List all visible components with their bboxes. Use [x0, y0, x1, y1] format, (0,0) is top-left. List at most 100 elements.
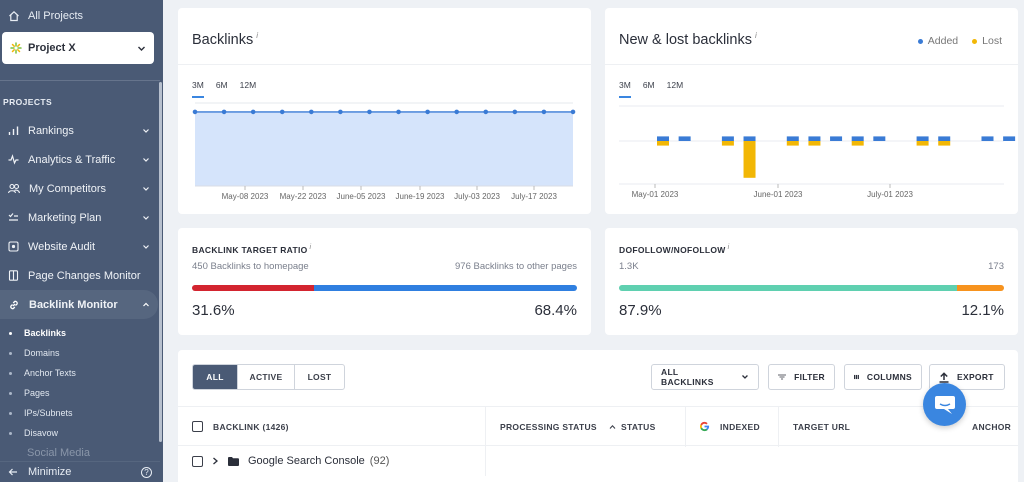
- info-icon[interactable]: i: [309, 243, 312, 251]
- added-bar: [808, 136, 821, 141]
- chevron-up-icon: [143, 302, 149, 306]
- expand-chevron-icon[interactable]: [212, 457, 219, 465]
- sidebar-sub-label: Pages: [24, 388, 50, 398]
- dofollow-card: DOFOLLOW/NOFOLLOW i 1.3K 173 87.9% 12.1%: [605, 228, 1018, 335]
- column-separator: [485, 407, 486, 447]
- header-indexed[interactable]: INDEXED: [699, 407, 760, 446]
- range-tab-3m[interactable]: 3M: [619, 80, 631, 98]
- filter-tab-active[interactable]: ACTIVE: [237, 365, 294, 389]
- sidebar-item-rankings[interactable]: Rankings: [0, 116, 158, 145]
- data-point: [192, 109, 198, 115]
- filter-button[interactable]: FILTER: [768, 364, 835, 390]
- all-projects-link[interactable]: All Projects: [8, 10, 83, 22]
- new-lost-bar-chart: May-01 2023 June-01 2023 July-01 2023: [619, 105, 1016, 199]
- x-tick-label: May-01 2023: [632, 190, 679, 199]
- area-fill: [195, 111, 573, 186]
- chart-legend: Added Lost: [917, 35, 1002, 47]
- filter-tab-lost[interactable]: LOST: [294, 365, 344, 389]
- link-icon: [10, 300, 18, 309]
- sidebar-item-marketing-plan[interactable]: Marketing Plan: [0, 203, 158, 232]
- x-tick-label: June-19 2023: [396, 192, 445, 201]
- chevron-down-icon: [143, 215, 149, 220]
- dofollow-ratio-bar: [619, 285, 1004, 291]
- sidebar-scrollbar[interactable]: [159, 82, 162, 442]
- column-separator: [685, 407, 686, 447]
- sidebar-sub-disavow[interactable]: Disavow: [0, 423, 158, 443]
- homepage-percent: 31.6%: [192, 302, 235, 319]
- help-icon[interactable]: ?: [141, 466, 152, 478]
- added-bar: [657, 136, 669, 141]
- sidebar-item-label: My Competitors: [29, 182, 107, 195]
- added-bar: [786, 136, 799, 141]
- dofollow-count: 1.3K: [619, 261, 639, 272]
- project-selector[interactable]: Project X: [2, 32, 154, 64]
- header-processing-status[interactable]: PROCESSING STATUS: [500, 407, 616, 446]
- range-tab-3m[interactable]: 3M: [192, 80, 204, 98]
- data-point: [570, 109, 576, 115]
- columns-button[interactable]: COLUMNS: [844, 364, 922, 390]
- range-tab-12m[interactable]: 12M: [239, 80, 257, 90]
- sidebar-sub-anchor-texts[interactable]: Anchor Texts: [0, 363, 158, 383]
- sidebar-sub-ips-subnets[interactable]: IPs/Subnets: [0, 403, 158, 423]
- backlinks-range-tabs: 3M 6M 12M: [192, 80, 256, 98]
- projects-section-heading: PROJECTS: [3, 97, 53, 107]
- sidebar-item-analytics-traffic[interactable]: Analytics & Traffic: [0, 145, 158, 174]
- lost-bar: [721, 141, 734, 146]
- sidebar-sub-label: Domains: [24, 348, 60, 358]
- other-pages-percent: 68.4%: [534, 302, 577, 319]
- folder-icon: [228, 456, 239, 466]
- range-tab-12m[interactable]: 12M: [666, 80, 684, 90]
- range-tab-6m[interactable]: 6M: [215, 80, 228, 90]
- table-row[interactable]: Google Search Console (92): [178, 446, 1018, 476]
- sidebar-item-label: Analytics & Traffic: [28, 153, 116, 166]
- filter-tab-all[interactable]: ALL: [193, 365, 237, 389]
- sidebar-sub-domains[interactable]: Domains: [0, 343, 158, 363]
- header-target-url[interactable]: TARGET URL: [793, 421, 851, 432]
- dofollow-percent: 87.9%: [619, 302, 662, 319]
- lost-bar: [743, 141, 756, 178]
- header-anchor[interactable]: ANCHOR: [972, 421, 1012, 432]
- row-domain-name[interactable]: Google Search Console: [248, 455, 365, 467]
- ratio-bar-homepage: [192, 285, 314, 291]
- header-status[interactable]: STATUS: [621, 421, 656, 432]
- chevron-down-icon: [742, 375, 748, 379]
- select-all-checkbox[interactable]: [192, 421, 203, 432]
- chevron-down-icon: [143, 186, 149, 191]
- chevron-down-icon: [143, 128, 149, 133]
- bullet-icon: [9, 351, 12, 355]
- sidebar-item-my-competitors[interactable]: My Competitors: [0, 174, 158, 203]
- sidebar-item-page-changes-monitor[interactable]: Page Changes Monitor: [0, 261, 158, 290]
- chat-bubble-icon: [934, 395, 955, 414]
- legend-added[interactable]: Added: [917, 35, 958, 47]
- sidebar-item-social-media[interactable]: Social Media: [27, 447, 90, 459]
- header-backlink[interactable]: BACKLINK (1426): [192, 407, 289, 446]
- target-ratio-card: BACKLINK TARGET RATIO i 450 Backlinks to …: [178, 228, 591, 335]
- sidebar-sub-backlinks[interactable]: Backlinks: [0, 323, 158, 343]
- sidebar-sub-label: Anchor Texts: [24, 368, 76, 378]
- backlinks-area-chart: May-08 2023 May-22 2023 June-05 2023 June-1…: [192, 102, 576, 201]
- sidebar-item-label: Backlink Monitor: [29, 298, 118, 311]
- pulse-icon: [8, 154, 19, 165]
- chat-widget-button[interactable]: [923, 383, 966, 426]
- data-point: [367, 109, 372, 115]
- data-point: [279, 109, 285, 115]
- legend-lost[interactable]: Lost: [972, 35, 1002, 47]
- row-backlink-cell: Google Search Console (92): [192, 446, 389, 476]
- nofollow-count: 173: [988, 261, 1004, 272]
- x-tick-label: May-22 2023: [280, 192, 327, 201]
- sidebar-item-website-audit[interactable]: Website Audit: [0, 232, 158, 261]
- range-tab-6m[interactable]: 6M: [642, 80, 655, 90]
- lost-bar: [916, 141, 929, 146]
- ratio-bar-nofollow: [957, 285, 1004, 291]
- row-checkbox[interactable]: [192, 455, 203, 467]
- sidebar-item-backlink-monitor[interactable]: Backlink Monitor: [0, 290, 158, 319]
- info-icon[interactable]: i: [727, 243, 730, 251]
- backlinks-type-dropdown[interactable]: ALL BACKLINKS: [651, 364, 759, 390]
- sidebar-sub-pages[interactable]: Pages: [0, 383, 158, 403]
- bar-chart-icon: [8, 126, 19, 135]
- lost-bar: [786, 141, 799, 146]
- info-icon[interactable]: i: [754, 31, 757, 40]
- info-icon[interactable]: i: [256, 31, 259, 40]
- legend-label: Lost: [982, 35, 1002, 47]
- minimize-button[interactable]: Minimize ?: [0, 461, 160, 482]
